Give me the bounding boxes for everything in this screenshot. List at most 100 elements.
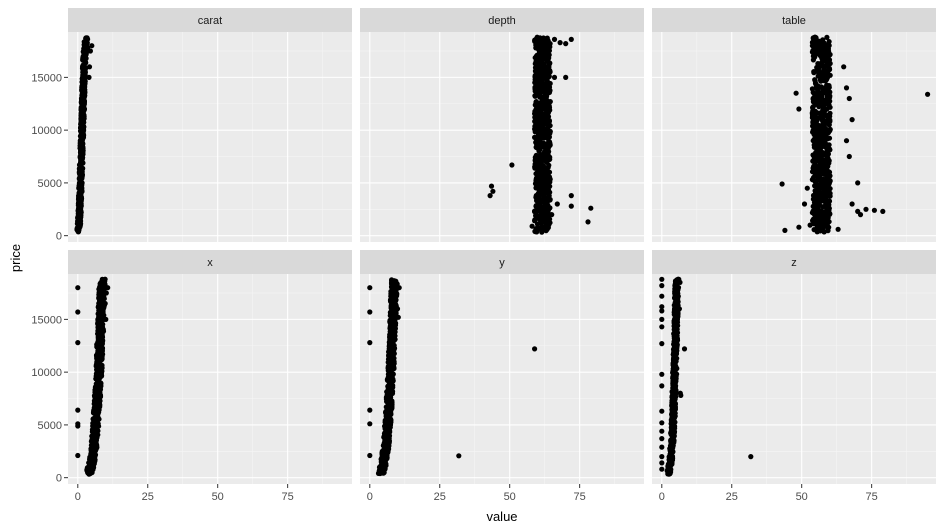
data-point xyxy=(544,159,550,165)
data-point xyxy=(78,154,84,160)
data-point xyxy=(98,346,104,352)
data-point-outlier xyxy=(659,408,665,414)
facet-strip xyxy=(360,8,644,32)
facet-strip-label: carat xyxy=(198,15,222,27)
data-point-outlier xyxy=(568,36,574,43)
data-point xyxy=(826,102,832,108)
data-point xyxy=(537,134,543,140)
data-point xyxy=(825,172,831,178)
data-point xyxy=(533,181,539,187)
data-point xyxy=(537,146,543,152)
data-point xyxy=(532,111,538,117)
data-point xyxy=(545,131,552,137)
data-point xyxy=(533,116,539,122)
data-point xyxy=(671,362,677,368)
data-point-outlier xyxy=(588,205,594,211)
data-point xyxy=(672,302,678,308)
data-point xyxy=(84,35,90,41)
data-point xyxy=(98,368,104,374)
data-point xyxy=(817,149,824,155)
data-point xyxy=(812,150,819,157)
data-point xyxy=(82,54,88,60)
data-point xyxy=(826,135,833,141)
data-point xyxy=(543,38,550,44)
data-point xyxy=(394,293,400,299)
data-point-outlier xyxy=(659,454,665,460)
data-point xyxy=(99,311,105,317)
data-point xyxy=(670,399,676,405)
data-point-outlier xyxy=(549,212,555,218)
data-point xyxy=(532,126,538,132)
data-point-outlier xyxy=(75,309,81,315)
data-point xyxy=(813,125,819,131)
data-point-outlier xyxy=(86,74,92,80)
data-point-outlier xyxy=(568,193,574,199)
panel-background xyxy=(652,32,936,242)
data-point-outlier xyxy=(75,452,81,459)
data-point xyxy=(386,415,392,422)
data-point xyxy=(100,337,106,344)
data-point xyxy=(825,228,831,234)
data-point-outlier xyxy=(659,371,665,377)
data-point-outlier xyxy=(681,346,688,352)
data-point xyxy=(675,287,681,293)
data-point-outlier xyxy=(535,224,541,230)
data-point xyxy=(100,284,107,290)
data-point xyxy=(389,294,395,300)
panel-background xyxy=(68,32,352,242)
data-point xyxy=(383,422,389,428)
data-point xyxy=(95,331,101,337)
data-point xyxy=(813,163,819,169)
data-point-outlier xyxy=(102,300,108,307)
data-point xyxy=(97,284,103,290)
data-point xyxy=(381,459,387,465)
data-point xyxy=(543,178,549,184)
data-point-outlier xyxy=(659,466,665,472)
data-point xyxy=(78,106,85,112)
data-point xyxy=(824,34,830,41)
data-point xyxy=(78,149,84,155)
data-point xyxy=(537,197,543,203)
x-tick-label: 0 xyxy=(367,491,373,503)
data-point-outlier xyxy=(659,460,665,466)
data-point xyxy=(825,97,831,104)
data-point-outlier xyxy=(490,188,496,194)
data-point xyxy=(545,191,551,197)
data-point xyxy=(673,350,680,356)
data-point xyxy=(817,131,823,137)
data-point xyxy=(533,208,540,214)
data-point xyxy=(389,378,395,384)
x-tick-label: 0 xyxy=(659,491,665,503)
data-point-outlier xyxy=(85,45,91,51)
data-point xyxy=(820,178,826,184)
data-point-outlier xyxy=(804,185,810,191)
data-point-outlier xyxy=(880,208,886,214)
data-point xyxy=(541,209,547,215)
data-point xyxy=(377,465,383,471)
data-point xyxy=(75,202,81,208)
data-point xyxy=(537,163,543,169)
data-point xyxy=(538,159,545,165)
data-point xyxy=(672,355,678,361)
facet-panel-z: z 0 25 50 75 xyxy=(652,250,936,503)
data-point xyxy=(541,88,548,94)
data-point xyxy=(80,129,86,135)
data-point xyxy=(674,320,680,326)
data-point-outlier xyxy=(857,212,864,218)
x-tick-label: 0 xyxy=(75,491,81,503)
data-point xyxy=(817,145,824,151)
data-point-outlier xyxy=(557,40,563,46)
facet-panel-x: x 0 5000 10000 15000 0 25 50 75 xyxy=(31,250,352,503)
data-point-outlier xyxy=(509,162,515,168)
data-point xyxy=(99,352,105,358)
data-point xyxy=(383,454,389,460)
data-point xyxy=(539,62,546,68)
data-point-outlier xyxy=(782,227,788,233)
data-point xyxy=(78,218,84,224)
y-tick-label: 15000 xyxy=(31,314,62,326)
x-tick-label: 50 xyxy=(212,491,224,503)
data-point-outlier xyxy=(395,314,401,320)
data-point xyxy=(539,69,545,75)
data-point xyxy=(811,129,817,136)
